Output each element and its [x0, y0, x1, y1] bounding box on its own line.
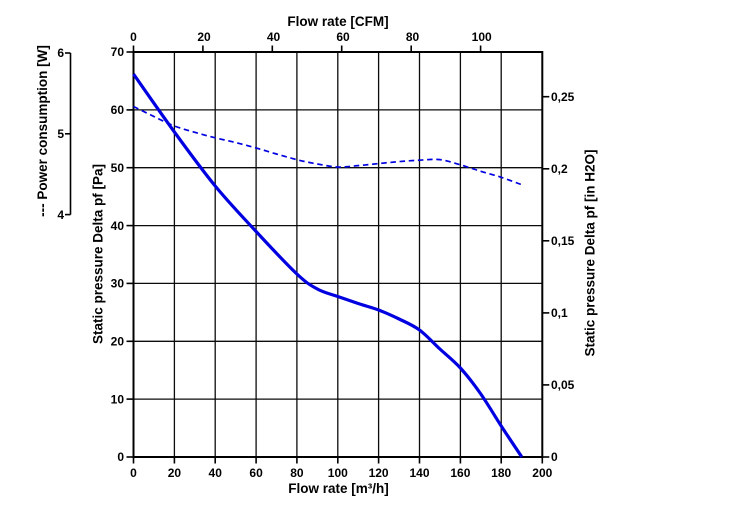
- svg-text:80: 80: [290, 466, 304, 480]
- svg-text:0: 0: [117, 450, 124, 464]
- svg-text:0,15: 0,15: [551, 234, 575, 248]
- svg-text:0: 0: [551, 450, 558, 464]
- svg-text:40: 40: [209, 466, 223, 480]
- svg-text:5: 5: [57, 127, 64, 141]
- svg-text:200: 200: [532, 466, 552, 480]
- svg-text:140: 140: [409, 466, 429, 480]
- svg-text:0: 0: [130, 30, 137, 44]
- svg-text:60: 60: [336, 30, 350, 44]
- svg-text:40: 40: [267, 30, 281, 44]
- svg-text:120: 120: [369, 466, 389, 480]
- svg-text:20: 20: [111, 335, 125, 349]
- svg-text:4: 4: [57, 208, 64, 222]
- svg-text:Static pressure Delta pf [Pa]: Static pressure Delta pf [Pa]: [91, 164, 106, 344]
- svg-text:80: 80: [406, 30, 420, 44]
- svg-text:20: 20: [168, 466, 182, 480]
- svg-text:0: 0: [130, 466, 137, 480]
- svg-text:40: 40: [111, 219, 125, 233]
- svg-text:30: 30: [111, 277, 125, 291]
- svg-text:Flow rate [CFM]: Flow rate [CFM]: [287, 14, 388, 29]
- svg-text:160: 160: [450, 466, 470, 480]
- svg-text:0,05: 0,05: [551, 378, 575, 392]
- svg-text:Flow rate [m³/h]: Flow rate [m³/h]: [288, 481, 389, 496]
- svg-text:50: 50: [111, 161, 125, 175]
- svg-text:6: 6: [57, 46, 64, 60]
- svg-text:0,1: 0,1: [551, 306, 568, 320]
- svg-text:60: 60: [249, 466, 263, 480]
- svg-text:70: 70: [111, 45, 125, 59]
- svg-text:--- Power consumption [W]: --- Power consumption [W]: [35, 45, 50, 217]
- svg-text:Static pressure Delta pf [in H: Static pressure Delta pf [in H2O]: [583, 149, 598, 356]
- svg-text:0,25: 0,25: [551, 90, 575, 104]
- svg-text:100: 100: [472, 30, 492, 44]
- svg-text:0,2: 0,2: [551, 162, 568, 176]
- svg-text:180: 180: [491, 466, 511, 480]
- svg-text:100: 100: [328, 466, 348, 480]
- svg-text:60: 60: [111, 103, 125, 117]
- svg-text:10: 10: [111, 392, 125, 406]
- svg-text:20: 20: [197, 30, 211, 44]
